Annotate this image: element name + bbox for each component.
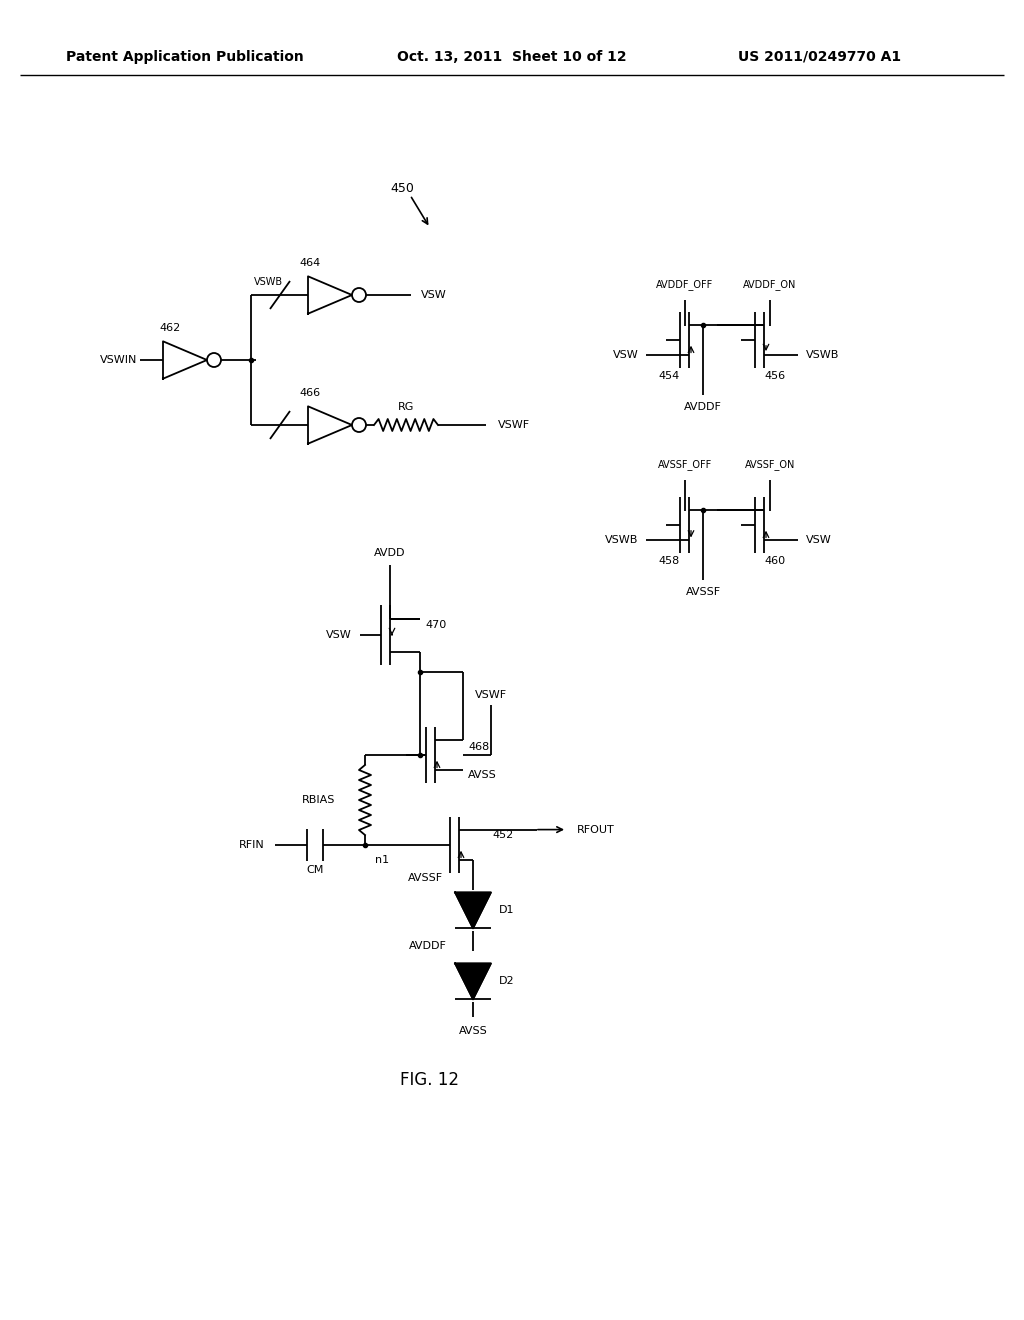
Text: AVDDF: AVDDF bbox=[410, 941, 447, 952]
Text: 470: 470 bbox=[425, 620, 446, 630]
Text: 450: 450 bbox=[390, 181, 414, 194]
Text: RBIAS: RBIAS bbox=[302, 795, 335, 805]
Text: AVSS: AVSS bbox=[468, 771, 497, 780]
Text: AVDD: AVDD bbox=[374, 548, 406, 558]
Text: VSWIN: VSWIN bbox=[99, 355, 137, 366]
Text: AVDDF_ON: AVDDF_ON bbox=[743, 280, 797, 290]
Text: VSW: VSW bbox=[612, 350, 638, 360]
Text: D1: D1 bbox=[499, 906, 514, 915]
Text: CM: CM bbox=[306, 865, 324, 875]
Text: VSWB: VSWB bbox=[605, 536, 638, 545]
Text: VSWB: VSWB bbox=[253, 277, 283, 286]
Text: 456: 456 bbox=[764, 371, 785, 381]
Text: AVDDF: AVDDF bbox=[684, 401, 722, 412]
Polygon shape bbox=[455, 892, 490, 928]
Text: D2: D2 bbox=[499, 977, 515, 986]
Text: RG: RG bbox=[397, 403, 414, 412]
Text: 462: 462 bbox=[160, 323, 180, 333]
Text: VSW: VSW bbox=[806, 536, 831, 545]
Text: VSW: VSW bbox=[327, 630, 352, 640]
Text: AVSS: AVSS bbox=[459, 1027, 487, 1036]
Text: AVSSF: AVSSF bbox=[685, 586, 721, 597]
Text: 460: 460 bbox=[764, 557, 785, 566]
Circle shape bbox=[352, 418, 366, 432]
Text: Oct. 13, 2011  Sheet 10 of 12: Oct. 13, 2011 Sheet 10 of 12 bbox=[397, 50, 627, 63]
Text: RFIN: RFIN bbox=[240, 840, 265, 850]
Text: 454: 454 bbox=[658, 371, 680, 381]
Text: 468: 468 bbox=[468, 742, 489, 752]
Text: AVSSF: AVSSF bbox=[408, 874, 443, 883]
Polygon shape bbox=[455, 964, 490, 999]
Text: AVSSF_ON: AVSSF_ON bbox=[744, 459, 796, 470]
Text: 466: 466 bbox=[299, 388, 321, 399]
Text: n1: n1 bbox=[375, 855, 389, 865]
Circle shape bbox=[352, 288, 366, 302]
Text: Patent Application Publication: Patent Application Publication bbox=[67, 50, 304, 63]
Text: AVSSF_OFF: AVSSF_OFF bbox=[657, 459, 712, 470]
Circle shape bbox=[207, 352, 221, 367]
Text: VSWF: VSWF bbox=[498, 420, 530, 430]
Text: AVDDF_OFF: AVDDF_OFF bbox=[656, 280, 714, 290]
Text: FIG. 12: FIG. 12 bbox=[400, 1071, 460, 1089]
Text: VSWF: VSWF bbox=[475, 690, 507, 700]
Text: RFOUT: RFOUT bbox=[577, 825, 614, 834]
Text: US 2011/0249770 A1: US 2011/0249770 A1 bbox=[738, 50, 901, 63]
Text: VSWB: VSWB bbox=[806, 350, 839, 360]
Text: VSW: VSW bbox=[421, 290, 446, 300]
Text: 464: 464 bbox=[299, 257, 321, 268]
Text: 458: 458 bbox=[658, 557, 680, 566]
Text: 452: 452 bbox=[492, 830, 513, 840]
